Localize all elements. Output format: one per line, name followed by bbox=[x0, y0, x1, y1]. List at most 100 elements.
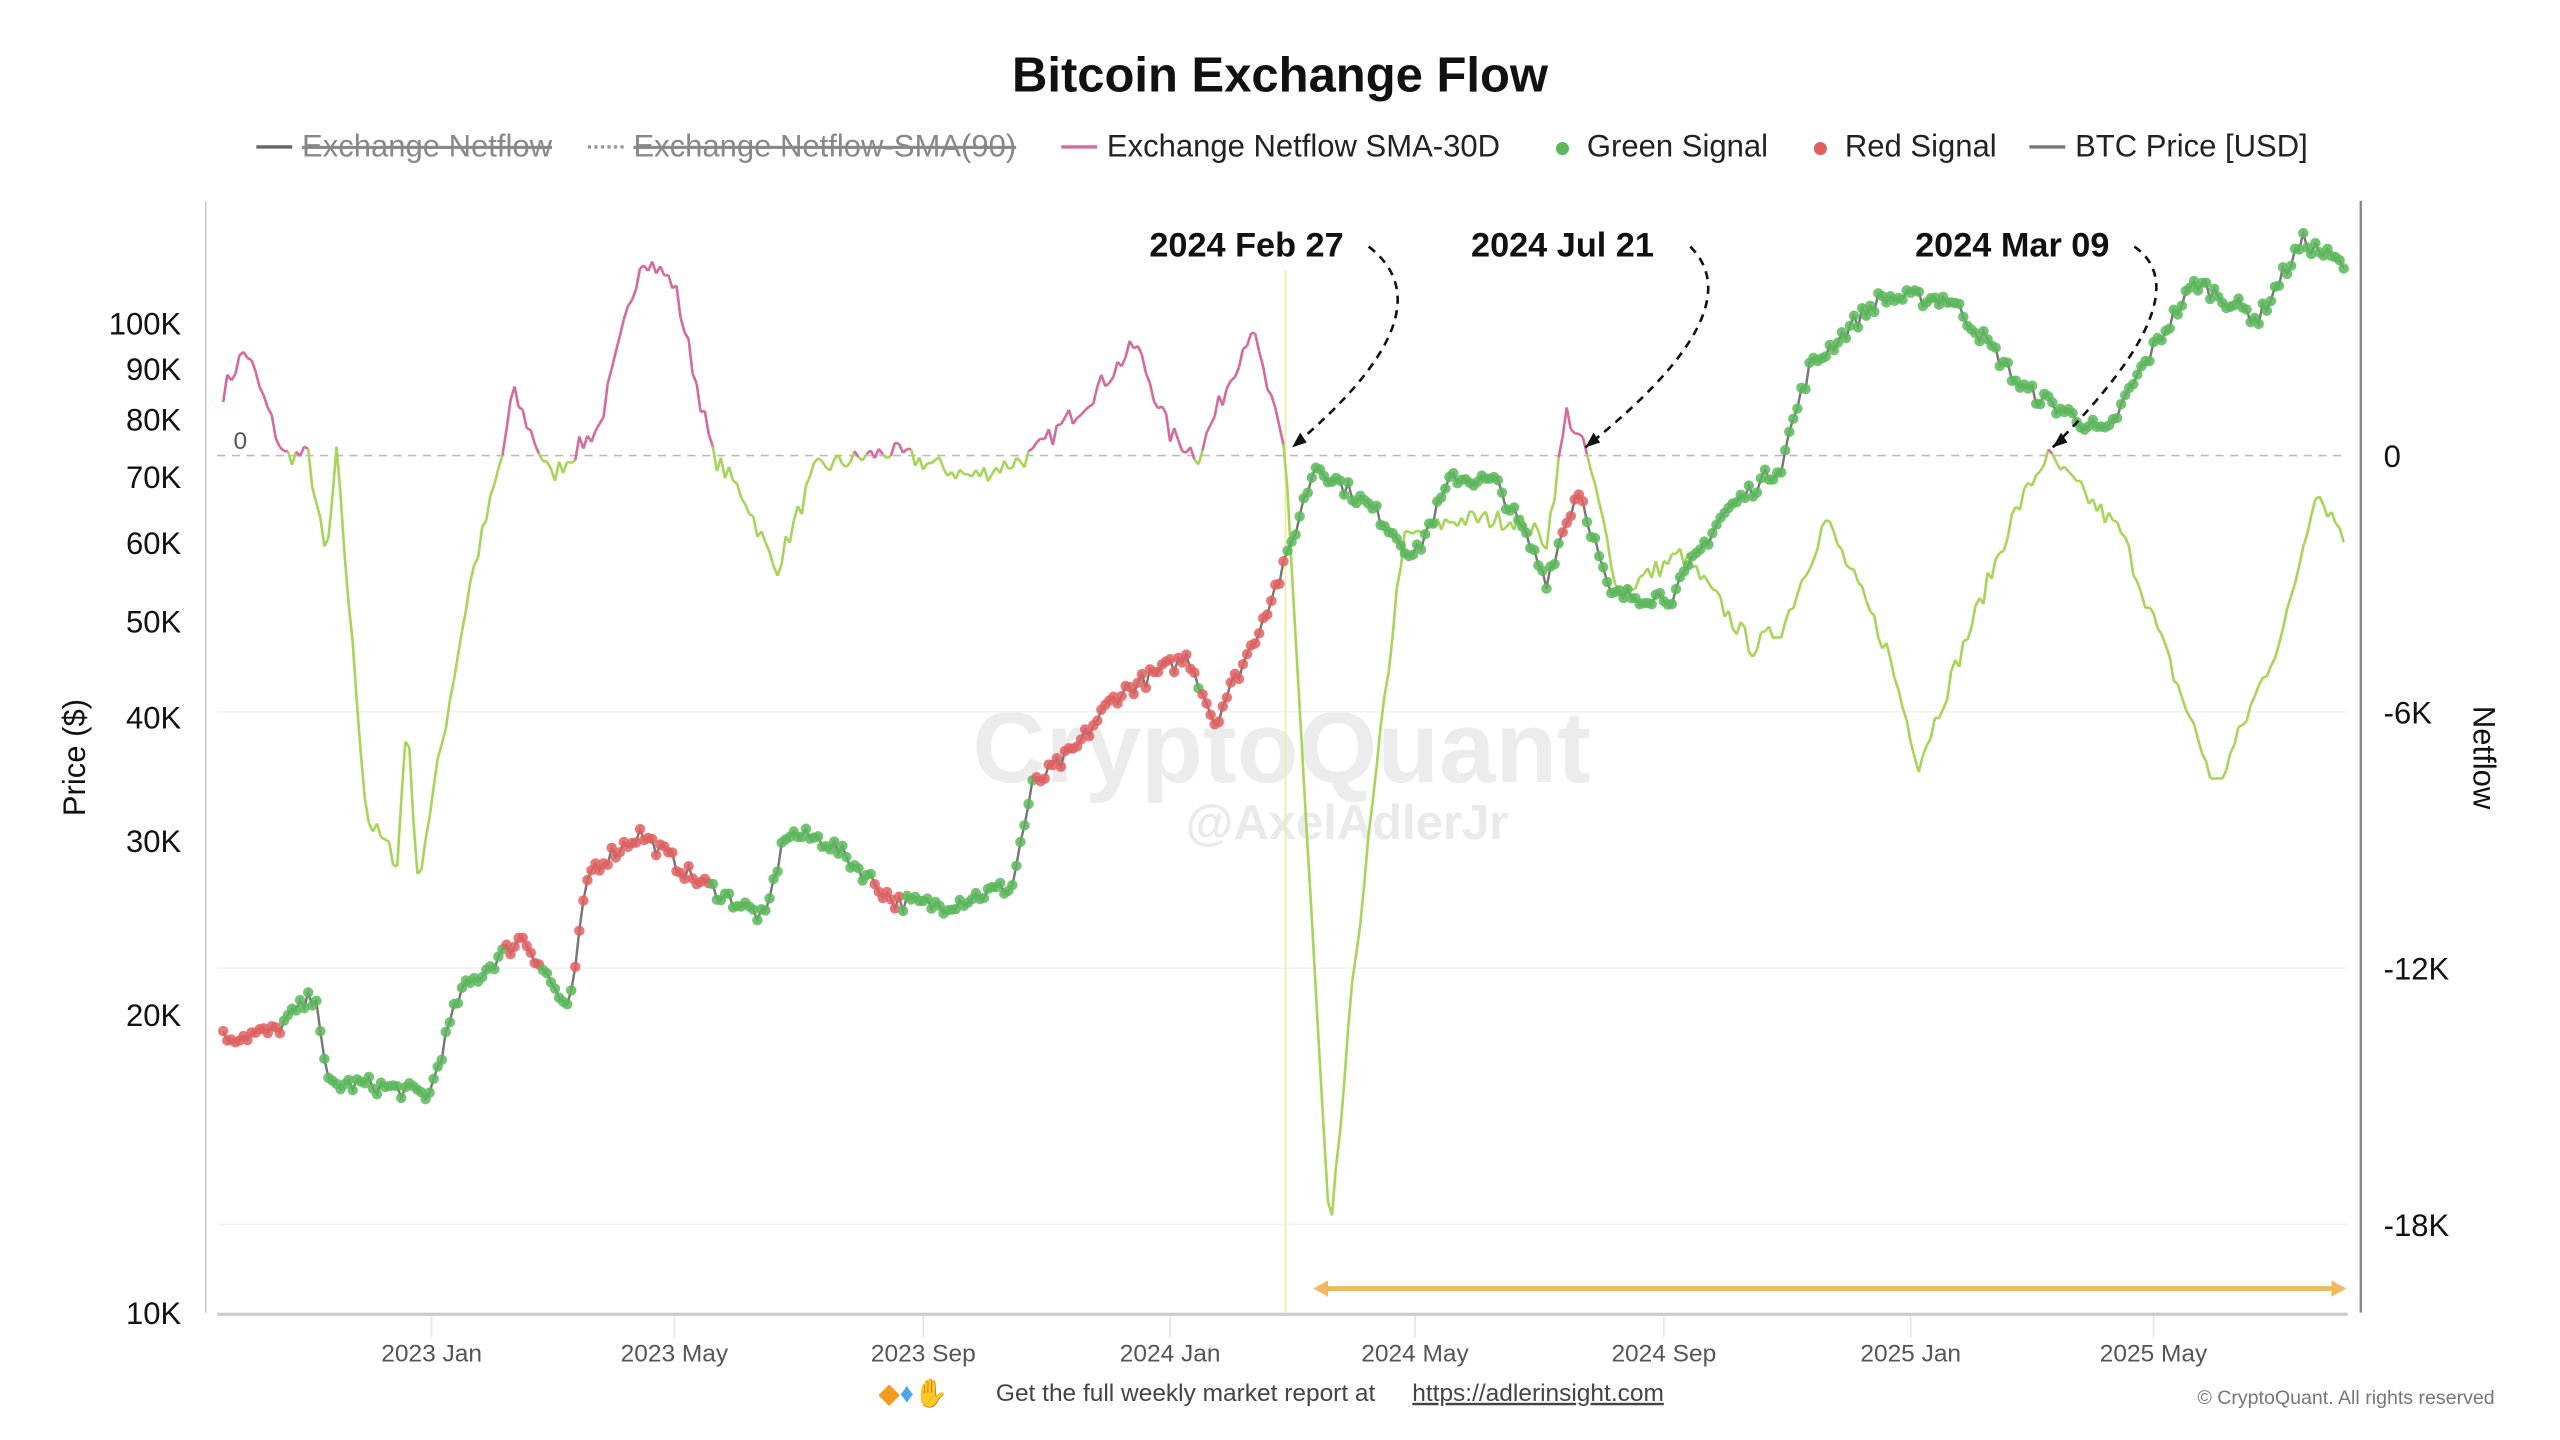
netflow-segment bbox=[2123, 536, 2131, 548]
netflow-segment bbox=[230, 373, 237, 382]
netflow-segment bbox=[1233, 366, 1241, 378]
netflow-segment bbox=[1148, 382, 1156, 402]
green-signal-point bbox=[1646, 598, 1657, 610]
netflow-segment bbox=[606, 368, 613, 385]
green-signal-point bbox=[922, 893, 933, 904]
green-signal-point bbox=[833, 848, 844, 859]
netflow-segment bbox=[2281, 609, 2289, 629]
netflow-segment bbox=[2273, 643, 2281, 659]
netflow-segment bbox=[590, 430, 597, 443]
netflow-segment bbox=[1897, 689, 1904, 709]
netflow-segment bbox=[1359, 882, 1366, 924]
green-signal-point bbox=[1666, 598, 1678, 610]
netflow-segment bbox=[1242, 344, 1248, 350]
netflow-segment bbox=[1379, 694, 1386, 728]
netflow-segment bbox=[1488, 522, 1495, 529]
netflow-segment bbox=[1003, 460, 1010, 470]
netflow-segment bbox=[1970, 605, 1977, 628]
netflow-segment bbox=[497, 454, 504, 470]
netflow-segment bbox=[958, 468, 965, 475]
netflow-segment bbox=[1261, 366, 1269, 390]
green-signal-point bbox=[1290, 529, 1301, 540]
netflow-segment bbox=[1597, 502, 1605, 520]
netflow-segment bbox=[1237, 348, 1245, 368]
netflow-segment bbox=[1144, 372, 1152, 384]
netflow-segment bbox=[1779, 621, 1787, 639]
netflow-segment bbox=[424, 816, 431, 840]
netflow-segment bbox=[1703, 574, 1710, 584]
green-signal-point bbox=[1419, 529, 1431, 540]
netflow-segment bbox=[1230, 376, 1236, 382]
netflow-segment bbox=[501, 429, 508, 456]
annotation-label: 2024 Jul 21 bbox=[1471, 226, 1654, 264]
green-signal-point bbox=[950, 903, 961, 915]
red-signal-point bbox=[1201, 698, 1212, 709]
netflow-segment bbox=[1974, 597, 1981, 607]
netflow-segment bbox=[1869, 610, 1876, 617]
netflow-segment bbox=[1120, 356, 1127, 367]
netflow-segment bbox=[1189, 446, 1196, 460]
red-signal-point bbox=[274, 1027, 286, 1039]
netflow-segment bbox=[526, 427, 532, 432]
legend-item[interactable]: Exchange Netflow bbox=[256, 129, 553, 164]
netflow-segment bbox=[691, 373, 698, 385]
green-signal-point bbox=[1933, 299, 1945, 310]
red-signal-point bbox=[1055, 761, 1067, 772]
red-signal-point bbox=[1051, 753, 1063, 764]
netflow-segment bbox=[1464, 510, 1471, 526]
green-signal-point bbox=[1820, 351, 1831, 362]
green-signal-point bbox=[1958, 311, 1969, 323]
y-left-tick: 30K bbox=[126, 824, 181, 859]
netflow-segment bbox=[258, 386, 265, 396]
green-signal-point bbox=[2338, 263, 2349, 274]
green-signal-point bbox=[1427, 518, 1439, 529]
y-left-tick: 10K bbox=[126, 1296, 181, 1331]
green-signal-point bbox=[2188, 275, 2200, 287]
red-signal-point bbox=[630, 837, 642, 848]
legend-item[interactable]: Green Signal bbox=[1555, 129, 1768, 164]
netflow-segment bbox=[1963, 638, 1968, 643]
legend-item[interactable]: BTC Price [USD] bbox=[2029, 129, 2308, 164]
legend-item[interactable]: Red Signal bbox=[1813, 129, 1997, 164]
netflow-segment bbox=[1711, 587, 1717, 592]
netflow-segment bbox=[2301, 533, 2309, 547]
netflow-segment bbox=[1071, 417, 1079, 425]
netflow-segment bbox=[1168, 427, 1176, 442]
legend-item[interactable]: Exchange Netflow-SMA(90) bbox=[587, 129, 1016, 164]
red-signal-point bbox=[602, 859, 613, 871]
netflow-segment bbox=[2322, 504, 2329, 518]
green-signal-point bbox=[841, 851, 852, 863]
netflow-segment bbox=[2257, 676, 2264, 687]
netflow-segment bbox=[2265, 665, 2273, 678]
netflow-segment bbox=[1395, 566, 1403, 589]
netflow-segment bbox=[1181, 450, 1187, 454]
netflow-segment bbox=[2253, 685, 2260, 697]
green-signal-point bbox=[1784, 426, 1795, 438]
netflow-segment bbox=[561, 461, 569, 474]
netflow-segment bbox=[1760, 630, 1766, 634]
axes: 10K 20K 30K 40K 50K 60K 70K 80K 90K 100K 0 -6K -12K -… bbox=[109, 200, 2450, 1368]
netflow-segment bbox=[1501, 526, 1507, 532]
green-signal-point bbox=[1755, 473, 1767, 484]
legend-item[interactable]: Exchange Netflow SMA-30D bbox=[1061, 129, 1500, 164]
netflow-segment bbox=[436, 744, 443, 759]
netflow-segment bbox=[408, 747, 415, 821]
green-signal-point bbox=[1371, 500, 1382, 512]
netflow-segment bbox=[2229, 744, 2236, 754]
x-tick: 2024 Jan bbox=[1120, 1341, 1221, 1368]
green-signal-point bbox=[2176, 300, 2188, 311]
netflow-segment bbox=[2310, 498, 2317, 516]
netflow-segment bbox=[1634, 576, 1641, 589]
netflow-segment bbox=[570, 459, 576, 465]
netflow-segment bbox=[1080, 409, 1087, 416]
netflow-segment bbox=[1776, 635, 1782, 640]
netflow-segment bbox=[278, 446, 285, 452]
green-signal-point bbox=[561, 999, 573, 1010]
netflow-segment bbox=[2338, 527, 2345, 543]
netflow-segment bbox=[1917, 755, 1925, 773]
netflow-segment bbox=[262, 394, 269, 409]
netflow-segment bbox=[986, 473, 994, 482]
netflow-segment bbox=[1449, 520, 1454, 524]
footer-link[interactable]: https://adlerinsight.com bbox=[1412, 1380, 1664, 1407]
